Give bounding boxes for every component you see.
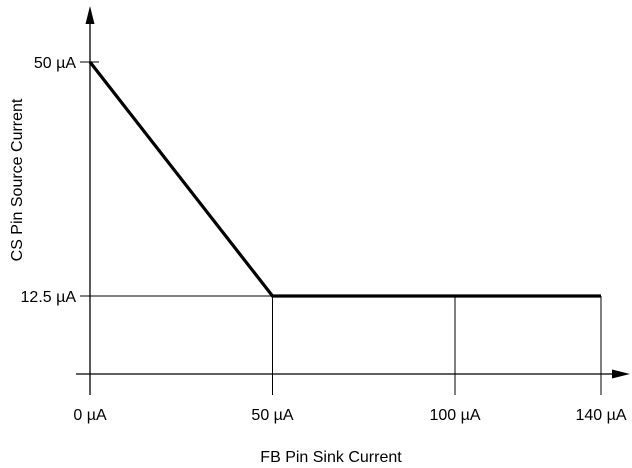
series-line (88, 61, 601, 298)
x-tick-label: 0 µA (73, 407, 107, 424)
x-tick-label: 140 µA (575, 407, 626, 424)
chart-axes (76, 6, 630, 395)
x-axis-label: FB Pin Sink Current (260, 449, 402, 466)
y-tick-label: 12.5 µA (21, 289, 77, 306)
chart-series (88, 61, 602, 298)
y-axis-arrow (85, 6, 95, 24)
chart-guides (80, 61, 602, 395)
x-tick-label: 50 µA (251, 407, 293, 424)
y-tick-label: 50 µA (34, 55, 76, 72)
tick-labels: 0 µA 50 µA 100 µA 140 µA 12.5 µA 50 µA (21, 55, 627, 424)
x-axis-arrow (612, 369, 630, 379)
y-axis-label: CS Pin Source Current (9, 98, 26, 261)
x-tick-label: 100 µA (429, 407, 480, 424)
